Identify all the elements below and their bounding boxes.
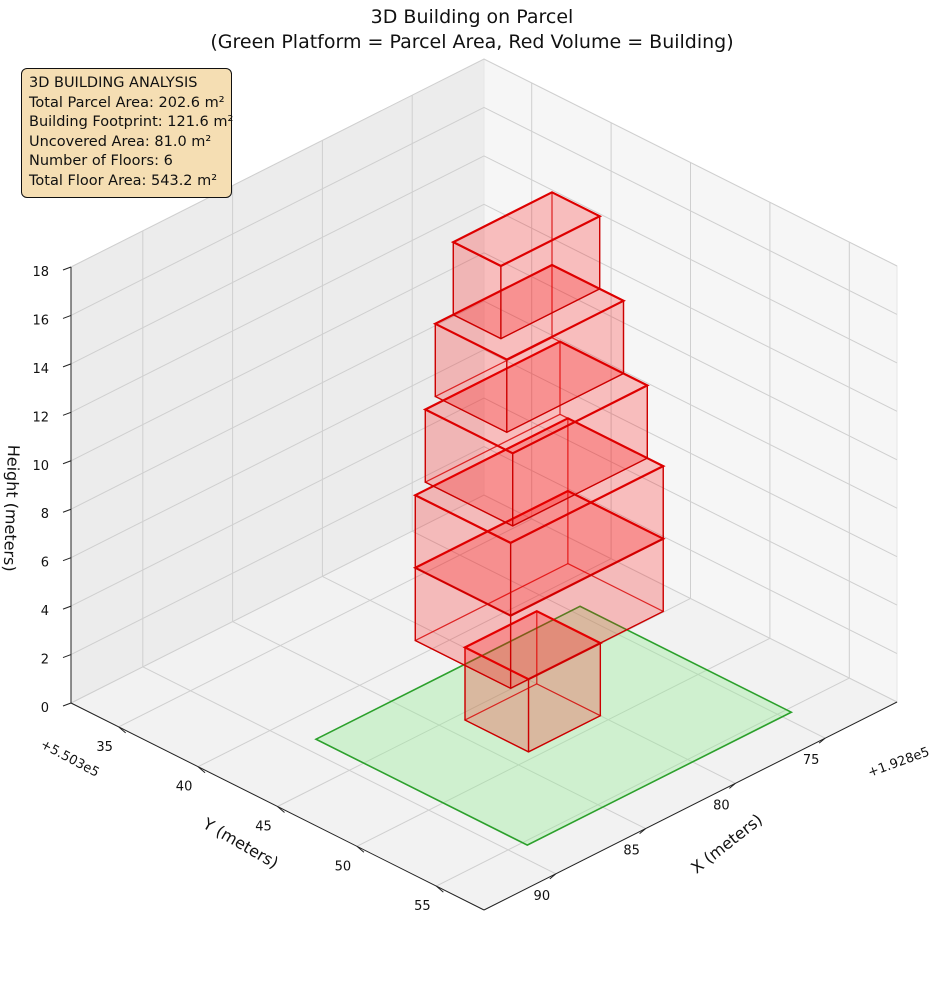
z-tick [62,411,72,416]
building-floor-1 [462,609,603,753]
grid-line-z [70,397,898,607]
building-floor-5 [432,263,626,434]
tick-marks [62,266,826,893]
z-tick-label: 6 [41,556,49,571]
building-floor-outline [450,191,603,268]
building-edge [512,457,648,527]
building-edge [506,372,624,433]
y-tick [436,885,444,893]
grid-line-z [70,494,898,704]
x-tick [549,873,557,880]
building-layer [412,191,666,753]
x-tick [639,828,646,834]
info-line-floors: Number of Floors: 6 [29,153,173,169]
y-tick [118,726,126,734]
z-tick-label: 18 [32,265,49,280]
building-edge [435,395,508,433]
building-edge [464,719,529,753]
grid-line-z [70,349,898,559]
building-floor-4 [422,340,650,527]
x-tick-label: 75 [803,753,820,768]
y-tick [197,766,206,774]
z-tick [62,702,72,707]
grid-line-z [70,252,898,462]
parcel-platform [314,605,794,846]
z-tick-label: 14 [32,362,49,377]
z-tick-label: 0 [41,701,49,716]
building-edge [414,639,511,689]
chart-subtitle: (Green Platform = Parcel Area, Red Volum… [210,31,734,53]
y-tick-label: 55 [414,899,431,914]
y-tick [277,806,285,813]
x-tick-label: 85 [623,844,640,859]
analysis-info-box: 3D BUILDING ANALYSIS Total Parcel Area: … [21,68,234,198]
info-heading: 3D BUILDING ANALYSIS [29,75,198,91]
tick-labels: 75 80 85 90 35 40 45 50 55 0 2 4 6 8 10 12 14 16 18 [32,265,819,914]
y-tick-label: 45 [255,820,272,835]
building-edge [510,610,664,689]
building-edge [414,567,511,617]
z-tick [62,508,72,513]
x-axis-line [483,701,898,911]
z-tick-label: 2 [41,653,49,668]
x-axis-label: X (meters) [687,810,766,877]
building-edge [500,288,600,340]
building-floor-6 [450,191,603,340]
building-edge [510,538,664,617]
grid-line-z [70,300,898,510]
z-tick [62,314,72,319]
x-tick [818,737,826,744]
grid-line-z [70,155,898,365]
z-tick-label: 12 [32,410,49,425]
grid-line-z [70,106,898,316]
building-floor-3 [412,417,666,617]
info-line-parcel-area: Total Parcel Area: 202.6 m² [29,94,225,111]
info-line-uncovered: Uncovered Area: 81.0 m² [29,133,212,150]
grid-line-z [70,203,898,413]
x-tick-label: 80 [713,798,730,813]
z-tick-label: 10 [32,459,49,474]
x-offset-label: +1.928e5 [866,745,932,781]
z-tick [62,460,72,465]
chart-title: 3D Building on Parcel [370,6,574,28]
z-tick-label: 8 [41,507,49,522]
parcel-layer [314,605,794,846]
building-edge [452,314,502,340]
z-tick-label: 16 [32,313,49,328]
z-tick-label: 4 [41,604,49,619]
y-tick-label: 35 [96,740,113,755]
y-tick-label: 40 [176,780,193,795]
z-tick [62,266,72,271]
info-line-footprint: Building Footprint: 121.6 m² [29,114,234,130]
x-tick [729,783,736,789]
grid-line-z [70,446,898,656]
z-tick [62,605,72,610]
z-axis-label: Height (meters) [0,444,23,572]
z-tick [62,363,72,368]
x-tick-label: 90 [534,889,551,904]
building-edge [528,715,601,753]
y-tick [356,845,365,853]
info-line-floor-area: Total Floor Area: 543.2 m² [29,172,218,189]
z-tick [62,557,72,562]
building-edge [425,481,513,527]
y-tick-label: 50 [335,859,352,874]
y-offset-label: +5.503e5 [38,737,102,780]
z-tick [62,654,72,659]
